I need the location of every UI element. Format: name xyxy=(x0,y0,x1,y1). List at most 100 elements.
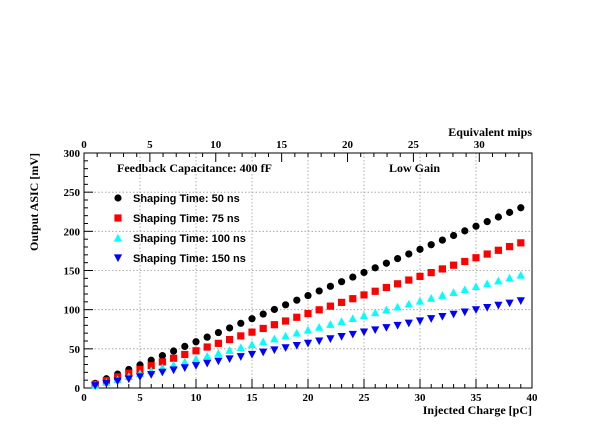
data-point xyxy=(505,299,514,308)
data-point xyxy=(181,342,189,351)
data-point xyxy=(427,241,435,249)
data-point xyxy=(293,296,301,304)
top-tick-label: 5 xyxy=(147,139,153,151)
data-point xyxy=(359,311,369,320)
data-point xyxy=(282,317,290,325)
data-point xyxy=(293,313,301,321)
data-point xyxy=(214,349,223,357)
data-point xyxy=(191,354,201,363)
data-point xyxy=(113,377,122,386)
data-point xyxy=(415,296,425,305)
data-point xyxy=(404,299,413,308)
data-point xyxy=(315,323,324,331)
data-point xyxy=(91,382,100,390)
data-point xyxy=(247,340,257,349)
top-axis-title: Equivalent mips xyxy=(448,125,532,139)
data-point xyxy=(169,366,178,375)
data-point xyxy=(292,341,301,350)
data-point xyxy=(226,324,234,332)
y-tick-label: 100 xyxy=(64,305,81,317)
series-1 xyxy=(91,239,525,388)
data-point xyxy=(136,365,144,373)
data-point xyxy=(158,368,167,377)
data-point xyxy=(315,287,323,295)
data-point xyxy=(359,328,369,337)
data-point xyxy=(416,245,424,253)
data-point xyxy=(169,360,178,369)
data-point xyxy=(460,308,469,317)
data-point xyxy=(382,305,391,314)
legend-entry-75ns: Shaping Time: 75 ns xyxy=(133,213,240,225)
data-point xyxy=(214,357,223,366)
legend: Shaping Time: 50 ns Shaping Time: 75 ns … xyxy=(113,193,246,265)
data-point xyxy=(281,331,290,340)
series-3 xyxy=(91,297,525,390)
data-point xyxy=(449,288,458,296)
data-point xyxy=(472,222,480,230)
legend-entry-150ns: Shaping Time: 150 ns xyxy=(133,253,246,265)
data-point xyxy=(236,343,245,352)
data-point xyxy=(248,328,256,336)
data-point xyxy=(438,236,446,244)
data-point xyxy=(382,259,390,267)
data-point xyxy=(214,328,222,337)
data-point xyxy=(259,324,267,333)
legend-marker xyxy=(113,254,123,263)
data-point xyxy=(471,306,481,314)
data-point xyxy=(326,335,335,343)
x-tick-label: 10 xyxy=(191,392,203,404)
data-point xyxy=(415,317,425,326)
top-tick-label: 15 xyxy=(276,139,288,151)
data-point xyxy=(405,276,413,284)
data-point xyxy=(393,321,402,330)
data-point xyxy=(304,309,312,318)
legend-marker xyxy=(114,194,122,202)
data-point xyxy=(438,291,447,299)
data-point xyxy=(303,339,313,348)
data-point xyxy=(270,346,279,355)
data-point xyxy=(494,276,503,285)
data-point xyxy=(203,333,211,341)
data-point xyxy=(438,265,446,273)
data-point xyxy=(270,305,278,314)
data-point xyxy=(382,283,390,292)
data-point xyxy=(326,282,334,290)
data-point xyxy=(338,278,346,286)
data-point xyxy=(349,273,357,281)
data-point xyxy=(102,379,111,388)
data-point xyxy=(226,335,234,344)
legend-entry-50ns: Shaping Time: 50 ns xyxy=(133,193,240,205)
data-point xyxy=(270,334,279,343)
x-tick-label: 20 xyxy=(303,392,315,404)
data-point xyxy=(170,354,178,362)
data-point xyxy=(315,306,323,314)
data-point xyxy=(483,218,491,226)
data-point xyxy=(505,273,514,282)
top-tick-label: 30 xyxy=(474,139,486,151)
data-point xyxy=(450,231,458,240)
data-point xyxy=(337,317,346,325)
legend-entry-100ns: Shaping Time: 100 ns xyxy=(133,233,246,245)
data-point xyxy=(337,333,346,341)
data-point xyxy=(158,358,166,366)
y-tick-label: 0 xyxy=(75,383,81,395)
y-tick-label: 300 xyxy=(64,148,81,160)
top-tick-label: 25 xyxy=(408,139,420,151)
y-tick-label: 50 xyxy=(69,344,81,356)
data-point xyxy=(326,320,335,328)
top-tick-label: 0 xyxy=(81,139,87,151)
data-point xyxy=(158,352,166,360)
x-tick-label: 5 xyxy=(137,392,143,404)
data-point xyxy=(393,302,402,311)
top-tick-label: 20 xyxy=(342,139,354,151)
data-point xyxy=(237,319,245,327)
data-point xyxy=(181,350,189,359)
data-point xyxy=(281,344,290,352)
data-point xyxy=(348,330,357,339)
data-point xyxy=(506,208,514,216)
data-point xyxy=(483,304,492,312)
data-point xyxy=(516,297,525,305)
x-tick-label: 15 xyxy=(247,392,259,404)
legend-marker xyxy=(113,233,123,242)
